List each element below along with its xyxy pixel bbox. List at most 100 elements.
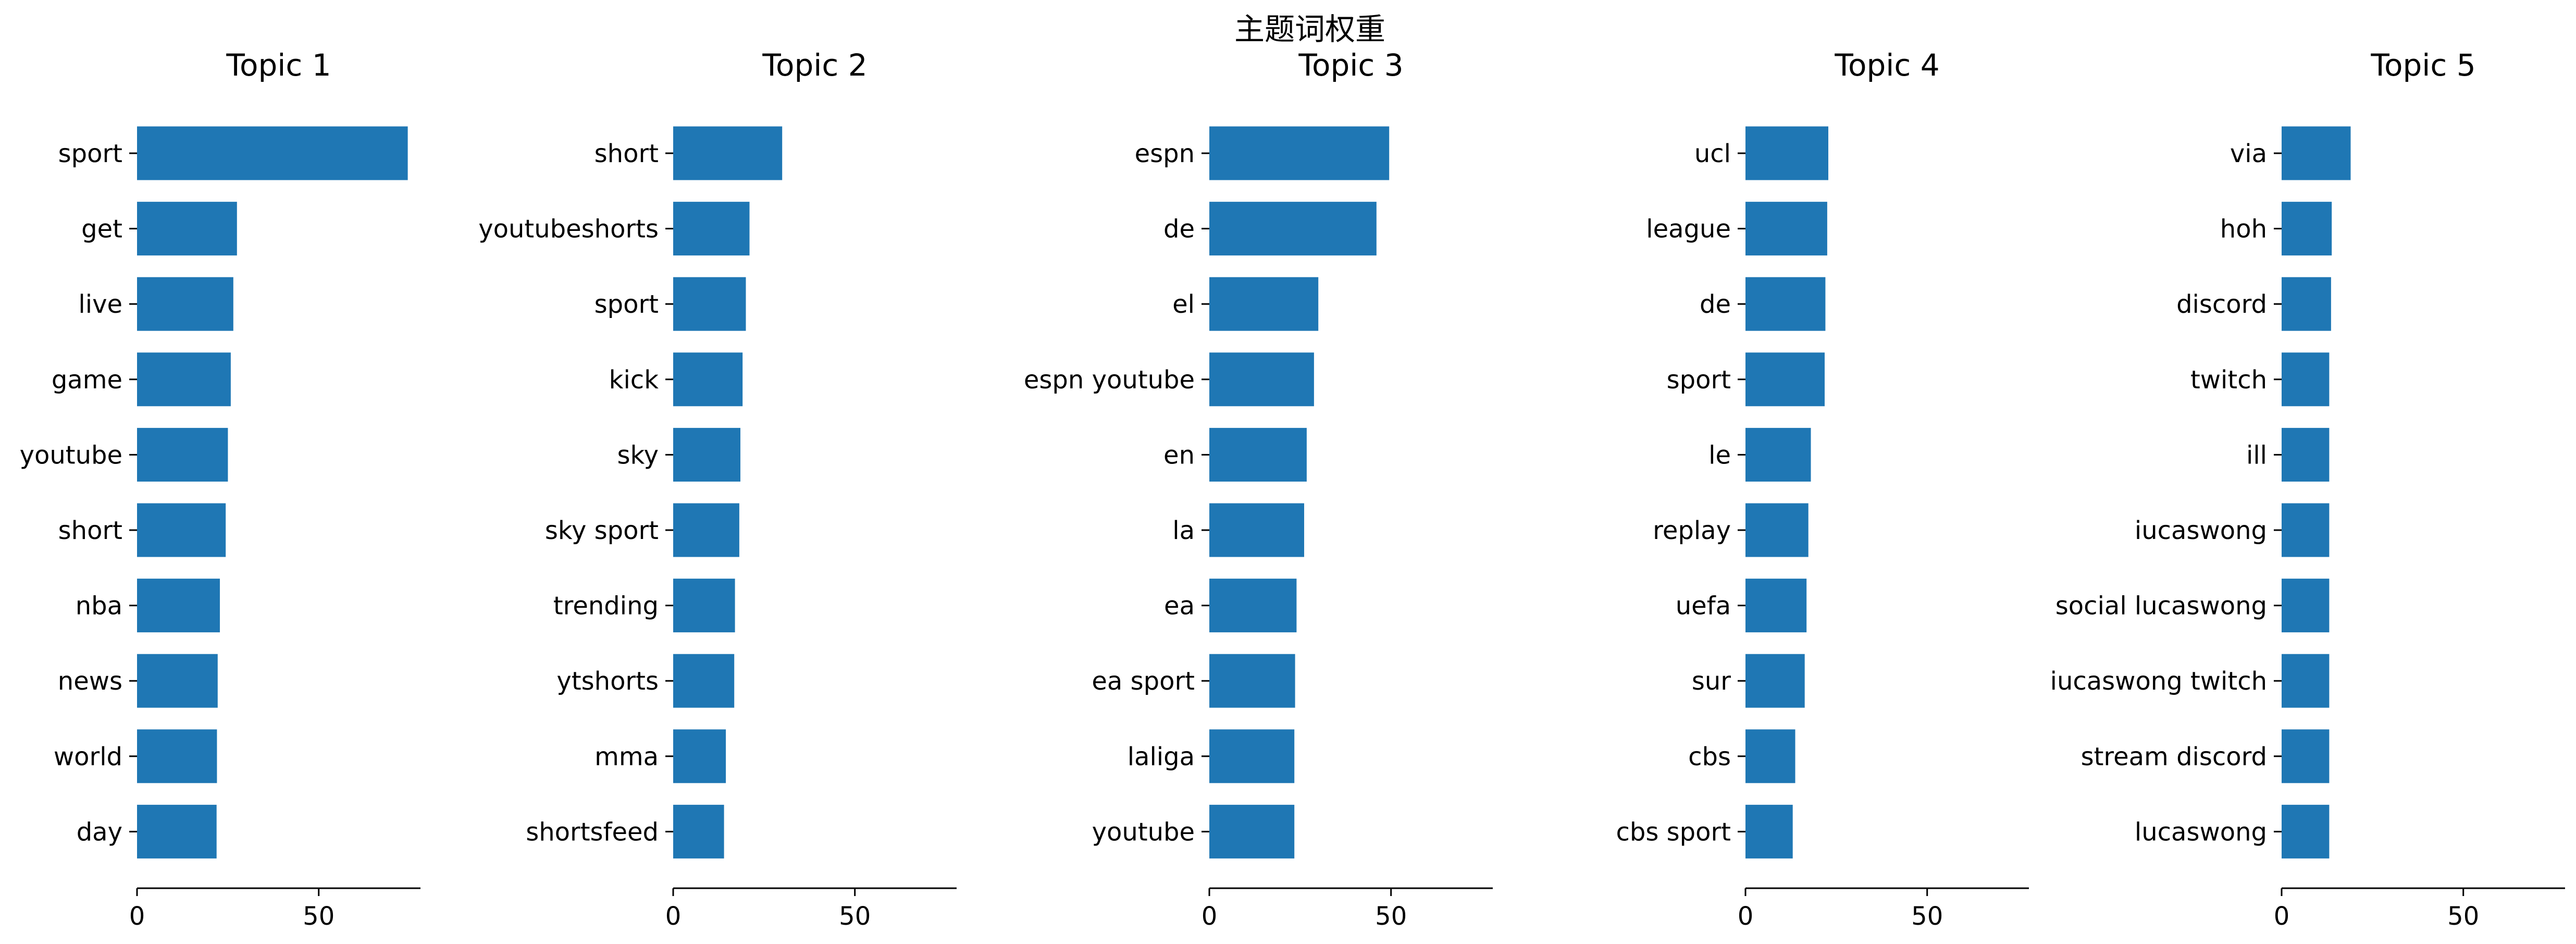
y-tick-label: de bbox=[1163, 215, 1195, 244]
bar-ucl bbox=[1745, 126, 1828, 180]
topic-panel-3: Topic 3 espn de el espn youtube en la ea ea spor… bbox=[1024, 47, 1493, 931]
bar-espn bbox=[1209, 126, 1390, 180]
figure-title: 主题词权重 bbox=[1234, 11, 1385, 47]
y-tick-label: mma bbox=[595, 742, 659, 771]
x-tick-label: 50 bbox=[1911, 902, 1943, 931]
y-tick-label: news bbox=[58, 667, 122, 696]
bar-live bbox=[137, 277, 233, 331]
y-tick-label: live bbox=[78, 290, 122, 319]
y-tick-label: cbs sport bbox=[1616, 817, 1731, 847]
bar-youtubeshorts bbox=[673, 202, 750, 256]
y-tick-label: laliga bbox=[1128, 742, 1195, 771]
bar-uefa bbox=[1745, 579, 1807, 633]
y-tick-label: youtubeshorts bbox=[478, 215, 659, 244]
y-tick-label: ytshorts bbox=[556, 667, 659, 696]
bar-get bbox=[137, 202, 237, 256]
y-tick-label: kick bbox=[609, 365, 659, 395]
bar-via bbox=[2282, 126, 2351, 180]
bar-la bbox=[1209, 503, 1304, 557]
bar-hoh bbox=[2282, 202, 2332, 256]
y-tick-label: iucaswong twitch bbox=[2050, 667, 2267, 696]
x-tick-label: 0 bbox=[1738, 902, 1754, 931]
bar-shortsfeed bbox=[673, 804, 724, 859]
y-tick-label: sky sport bbox=[545, 516, 659, 545]
y-tick-label: le bbox=[1708, 440, 1731, 470]
bar-youtube bbox=[137, 427, 228, 482]
bar-laliga bbox=[1209, 729, 1295, 783]
bar-sport bbox=[673, 277, 746, 331]
panel-title: Topic 2 bbox=[762, 47, 867, 83]
x-tick-label: 50 bbox=[839, 902, 871, 931]
y-tick-label: stream discord bbox=[2081, 742, 2267, 771]
y-tick-label: via bbox=[2230, 139, 2267, 168]
y-tick-label: lucaswong bbox=[2135, 817, 2267, 847]
x-tick-label: 0 bbox=[1202, 902, 1218, 931]
y-tick-label: uefa bbox=[1676, 592, 1731, 621]
y-tick-label: sport bbox=[595, 290, 659, 319]
bar-ill bbox=[2282, 427, 2330, 482]
y-tick-label: short bbox=[595, 139, 659, 168]
bar-short bbox=[137, 503, 226, 557]
bar-kick bbox=[673, 352, 743, 407]
y-tick-label: youtube bbox=[20, 440, 122, 470]
bar-discord bbox=[2282, 277, 2331, 331]
x-tick-label: 0 bbox=[129, 902, 145, 931]
panel-title: Topic 1 bbox=[226, 47, 331, 83]
y-tick-label: social lucaswong bbox=[2055, 592, 2267, 621]
bar-social-lucaswong bbox=[2282, 579, 2330, 633]
y-tick-label: replay bbox=[1653, 516, 1731, 545]
bar-espn-youtube bbox=[1209, 352, 1314, 407]
y-tick-label: sky bbox=[617, 440, 659, 470]
bar-day bbox=[137, 804, 217, 859]
y-tick-label: discord bbox=[2176, 290, 2267, 319]
panel-title: Topic 3 bbox=[1298, 47, 1403, 83]
y-tick-label: youtube bbox=[1092, 817, 1195, 847]
bar-le bbox=[1745, 427, 1811, 482]
y-tick-label: game bbox=[52, 365, 122, 395]
y-tick-label: ea sport bbox=[1092, 667, 1195, 696]
x-tick-label: 50 bbox=[2447, 902, 2479, 931]
y-tick-label: cbs bbox=[1688, 742, 1731, 771]
bar-lucaswong bbox=[2282, 804, 2330, 859]
bar-world bbox=[137, 729, 217, 783]
topic-panel-5: Topic 5 via hoh discord twitch ill iucaswong so… bbox=[2050, 47, 2565, 931]
x-tick-label: 50 bbox=[1375, 902, 1407, 931]
y-tick-label: ucl bbox=[1694, 139, 1731, 168]
x-tick-label: 0 bbox=[665, 902, 682, 931]
panel-title: Topic 5 bbox=[2370, 47, 2475, 83]
x-tick-label: 0 bbox=[2274, 902, 2290, 931]
bar-ytshorts bbox=[673, 654, 735, 708]
bar-cbs bbox=[1745, 729, 1795, 783]
y-tick-label: en bbox=[1163, 440, 1195, 470]
bar-trending bbox=[673, 579, 735, 633]
bar-cbs-sport bbox=[1745, 804, 1793, 859]
bar-sport bbox=[137, 126, 408, 180]
y-tick-label: hoh bbox=[2220, 215, 2267, 244]
topic-panel-2: Topic 2 short youtubeshorts sport kick sky sky… bbox=[478, 47, 957, 931]
topic-panel-4: Topic 4 ucl league de sport le replay uefa sur cb… bbox=[1616, 47, 2029, 931]
y-tick-label: nba bbox=[76, 592, 122, 621]
y-tick-label: short bbox=[58, 516, 122, 545]
y-tick-label: de bbox=[1700, 290, 1731, 319]
y-tick-label: league bbox=[1646, 215, 1731, 244]
y-tick-label: trending bbox=[553, 592, 659, 621]
bar-mma bbox=[673, 729, 726, 783]
bar-short bbox=[673, 126, 783, 180]
y-tick-label: sur bbox=[1692, 667, 1731, 696]
bar-iucaswong-twitch bbox=[2282, 654, 2330, 708]
bar-league bbox=[1745, 202, 1827, 256]
bar-en bbox=[1209, 427, 1307, 482]
y-tick-label: ea bbox=[1164, 592, 1195, 621]
bar-game bbox=[137, 352, 231, 407]
y-tick-label: day bbox=[77, 817, 122, 847]
bar-sky-sport bbox=[673, 503, 739, 557]
bar-twitch bbox=[2282, 352, 2330, 407]
y-tick-label: espn youtube bbox=[1024, 365, 1195, 395]
y-tick-label: ill bbox=[2246, 440, 2267, 470]
y-tick-label: iucaswong bbox=[2135, 516, 2267, 545]
bar-nba bbox=[137, 579, 220, 633]
bar-sur bbox=[1745, 654, 1805, 708]
bar-stream-discord bbox=[2282, 729, 2330, 783]
y-tick-label: world bbox=[54, 742, 122, 771]
bar-ea-sport bbox=[1209, 654, 1295, 708]
